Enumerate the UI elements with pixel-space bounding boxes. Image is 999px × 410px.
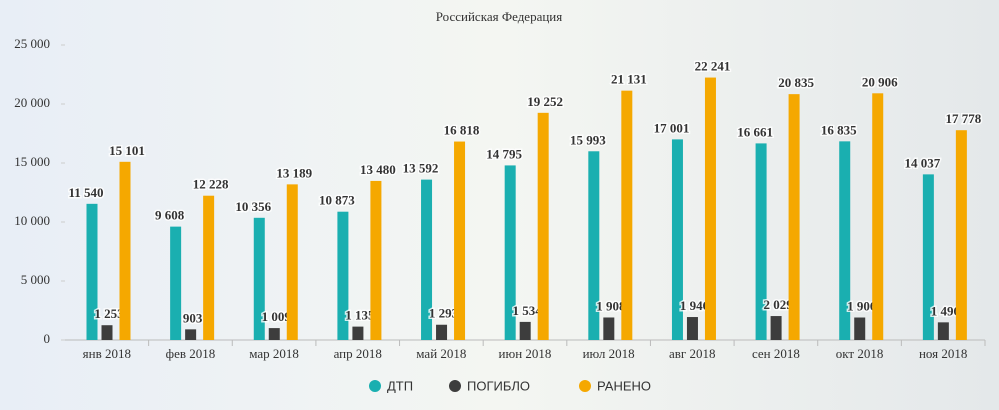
bar (268, 328, 280, 340)
legend-label: ПОГИБЛО (467, 378, 530, 393)
x-tick-label: окт 2018 (836, 346, 884, 361)
value-label: 10 873 (319, 193, 355, 208)
bar (286, 184, 298, 340)
value-label: 20 906 (862, 74, 898, 89)
value-label: 2 029 (763, 297, 793, 312)
value-label: 1 009 (262, 309, 292, 324)
y-tick-label: 25 000 (14, 36, 50, 51)
value-label: 16 835 (821, 122, 857, 137)
legend-label: ДТП (387, 378, 413, 393)
x-tick-label: май 2018 (416, 346, 466, 361)
bar (337, 211, 349, 340)
x-tick-label: ноя 2018 (919, 346, 967, 361)
bar (101, 325, 113, 340)
value-label: 15 101 (109, 143, 145, 158)
bar (937, 322, 949, 340)
bar (170, 226, 182, 340)
bar (621, 90, 633, 340)
x-tick-label: апр 2018 (334, 346, 382, 361)
y-tick-label: 5 000 (21, 272, 50, 287)
bar (119, 161, 131, 340)
value-label: 903 (183, 310, 203, 325)
value-label: 16 818 (444, 123, 480, 138)
value-label: 1 906 (847, 298, 877, 313)
bar (504, 165, 516, 340)
bar (253, 217, 265, 340)
value-label: 14 795 (486, 146, 522, 161)
bar (519, 321, 531, 340)
bar (704, 77, 716, 340)
value-label: 1 496 (931, 303, 961, 318)
value-label: 12 228 (193, 177, 229, 192)
bar (922, 174, 934, 340)
bar (955, 130, 967, 340)
x-tick-label: фев 2018 (166, 346, 216, 361)
value-label: 1 135 (345, 308, 375, 323)
value-label: 1 534 (513, 303, 543, 318)
bar (686, 317, 698, 340)
bar (370, 180, 382, 340)
bar (185, 329, 197, 340)
bar (788, 94, 800, 340)
bar (872, 93, 884, 340)
bar (421, 179, 433, 340)
legend-marker (369, 380, 381, 392)
value-label: 1 946 (680, 298, 710, 313)
value-label: 1 253 (94, 306, 124, 321)
legend-marker (579, 380, 591, 392)
value-label: 19 252 (527, 94, 563, 109)
legend-marker (449, 380, 461, 392)
value-label: 1 908 (596, 298, 626, 313)
value-label: 14 037 (904, 155, 940, 170)
bar (770, 316, 782, 340)
y-tick-label: 20 000 (14, 95, 50, 110)
x-tick-label: мар 2018 (249, 346, 299, 361)
bar (755, 143, 767, 340)
y-tick-label: 0 (44, 331, 51, 346)
value-label: 20 835 (778, 75, 814, 90)
value-label: 10 356 (235, 199, 271, 214)
bar (839, 141, 851, 340)
x-tick-label: июл 2018 (583, 346, 635, 361)
value-label: 11 540 (68, 185, 103, 200)
value-label: 22 241 (695, 59, 731, 74)
x-tick-label: янв 2018 (83, 346, 131, 361)
value-label: 17 778 (945, 111, 981, 126)
bar (352, 326, 364, 340)
bar (86, 203, 98, 340)
x-tick-label: июн 2018 (499, 346, 552, 361)
bar (603, 317, 615, 340)
bar (671, 139, 683, 340)
bar (854, 317, 866, 340)
y-tick-label: 15 000 (14, 154, 50, 169)
bar (454, 141, 466, 340)
value-label: 21 131 (611, 72, 647, 87)
x-tick-label: сен 2018 (752, 346, 800, 361)
value-label: 13 189 (276, 165, 312, 180)
value-label: 15 993 (570, 132, 606, 147)
value-label: 1 293 (429, 306, 459, 321)
x-tick-label: авг 2018 (669, 346, 716, 361)
value-label: 13 592 (403, 161, 439, 176)
bar (203, 195, 215, 340)
bar (537, 112, 549, 340)
value-label: 9 608 (155, 208, 185, 223)
chart-title: Российская Федерация (436, 9, 563, 24)
value-label: 17 001 (654, 120, 690, 135)
value-label: 16 661 (737, 124, 773, 139)
y-tick-label: 10 000 (14, 213, 50, 228)
value-label: 13 480 (360, 162, 396, 177)
legend-label: РАНЕНО (597, 378, 651, 393)
bar (588, 151, 600, 340)
bar (436, 324, 448, 340)
